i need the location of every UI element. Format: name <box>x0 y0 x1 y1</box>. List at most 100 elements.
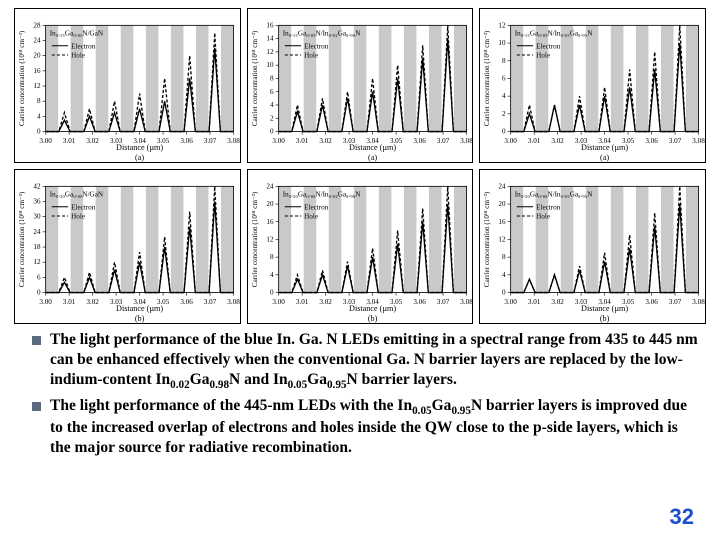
chart-grid: 3.003.013.023.033.043.053.063.073.080481… <box>0 0 720 320</box>
svg-text:0: 0 <box>37 289 41 297</box>
svg-text:3.07: 3.07 <box>204 298 217 306</box>
svg-text:3.00: 3.00 <box>505 298 518 306</box>
svg-text:30: 30 <box>33 213 41 221</box>
svg-text:3.07: 3.07 <box>204 137 217 145</box>
svg-text:3.07: 3.07 <box>436 137 449 145</box>
svg-text:3.08: 3.08 <box>227 137 239 145</box>
svg-text:36: 36 <box>33 198 41 206</box>
svg-text:8: 8 <box>502 253 506 261</box>
panel-title: In₀.₁₅Ga₀.₈₅N/In₀.₀₅Ga₀.₉₅N <box>515 30 593 38</box>
svg-text:3.07: 3.07 <box>436 298 449 306</box>
svg-text:3.02: 3.02 <box>552 137 565 145</box>
svg-text:3.06: 3.06 <box>180 298 193 306</box>
svg-text:3.06: 3.06 <box>180 137 193 145</box>
svg-text:(b): (b) <box>367 314 377 323</box>
svg-text:24: 24 <box>266 183 274 191</box>
svg-text:Electron: Electron <box>71 42 96 50</box>
svg-text:Electron: Electron <box>537 42 562 50</box>
svg-text:Carrier concentration (10¹⁸ cm: Carrier concentration (10¹⁸ cm⁻³) <box>18 30 26 126</box>
svg-text:3.02: 3.02 <box>86 137 99 145</box>
svg-text:Distance (µm): Distance (µm) <box>349 304 396 313</box>
svg-text:6: 6 <box>502 74 506 82</box>
svg-text:3.00: 3.00 <box>505 137 518 145</box>
svg-text:20: 20 <box>266 200 274 208</box>
svg-text:16: 16 <box>33 67 41 75</box>
svg-text:3.01: 3.01 <box>296 137 309 145</box>
svg-text:4: 4 <box>502 92 506 100</box>
svg-text:(b): (b) <box>600 314 610 323</box>
body-text: The light performance of the blue In. Ga… <box>0 320 720 458</box>
chart-panel: 3.003.013.023.033.043.053.063.073.080481… <box>479 169 706 324</box>
bullet-item: The light performance of the 445-nm LEDs… <box>32 396 698 458</box>
svg-text:Distance (µm): Distance (µm) <box>349 143 396 152</box>
svg-text:3.06: 3.06 <box>646 137 659 145</box>
svg-text:12: 12 <box>33 258 41 266</box>
svg-text:3.02: 3.02 <box>319 298 332 306</box>
svg-text:0: 0 <box>270 289 274 297</box>
svg-text:Electron: Electron <box>304 203 329 211</box>
svg-text:Distance (µm): Distance (µm) <box>581 304 628 313</box>
svg-text:12: 12 <box>266 236 274 244</box>
svg-text:4: 4 <box>502 271 506 279</box>
svg-text:42: 42 <box>33 183 41 191</box>
chart-panel: 3.003.013.023.033.043.053.063.073.080246… <box>247 8 474 163</box>
svg-text:3.01: 3.01 <box>528 298 541 306</box>
svg-text:Distance (µm): Distance (µm) <box>581 143 628 152</box>
svg-text:3.06: 3.06 <box>413 298 426 306</box>
svg-text:8: 8 <box>270 74 274 82</box>
svg-text:6: 6 <box>270 88 274 96</box>
svg-text:16: 16 <box>499 218 507 226</box>
svg-text:Hole: Hole <box>71 213 85 221</box>
svg-text:0: 0 <box>270 128 274 136</box>
svg-text:Carrier concentration (10¹⁸ cm: Carrier concentration (10¹⁸ cm⁻³) <box>484 191 492 287</box>
svg-text:24: 24 <box>33 37 41 45</box>
svg-text:3.08: 3.08 <box>693 137 705 145</box>
svg-text:Distance (µm): Distance (µm) <box>116 143 163 152</box>
svg-text:3.00: 3.00 <box>272 137 285 145</box>
chart-panel: 3.003.013.023.033.043.053.063.073.080246… <box>479 8 706 163</box>
svg-text:Hole: Hole <box>304 52 318 60</box>
svg-text:3.07: 3.07 <box>669 298 682 306</box>
svg-text:6: 6 <box>37 274 41 282</box>
svg-text:Electron: Electron <box>71 203 96 211</box>
svg-text:3.06: 3.06 <box>646 298 659 306</box>
svg-text:Carrier concentration (10¹⁸ cm: Carrier concentration (10¹⁸ cm⁻³) <box>484 30 492 126</box>
panel-title: In₀.₂₀Ga₀.₈₀N/In₀.₀₅Ga₀.₉₅N <box>515 191 593 199</box>
svg-text:Distance (µm): Distance (µm) <box>116 304 163 313</box>
svg-text:3.00: 3.00 <box>39 137 52 145</box>
svg-text:3.01: 3.01 <box>296 298 309 306</box>
svg-text:18: 18 <box>33 243 41 251</box>
svg-text:10: 10 <box>266 61 274 69</box>
panel-title: In₀.₁₅Ga₀.₈₅N/GaN <box>50 30 103 38</box>
panel-title: In₀.₂₀Ga₀.₈₀N/In₀.₀₂Ga₀.₉₈N <box>282 191 360 199</box>
svg-text:8: 8 <box>502 57 506 65</box>
svg-text:8: 8 <box>37 97 41 105</box>
svg-text:Electron: Electron <box>304 42 329 50</box>
svg-text:8: 8 <box>270 253 274 261</box>
svg-text:Electron: Electron <box>537 203 562 211</box>
svg-text:0: 0 <box>37 128 41 136</box>
svg-text:12: 12 <box>499 21 507 29</box>
svg-text:3.02: 3.02 <box>552 298 565 306</box>
svg-text:14: 14 <box>266 35 274 43</box>
chart-panel: 3.003.013.023.033.043.053.063.073.080481… <box>14 8 241 163</box>
panel-title: In₀.₂₀Ga₀.₈₀N/GaN <box>50 191 103 199</box>
svg-text:12: 12 <box>33 82 41 90</box>
svg-text:12: 12 <box>499 236 507 244</box>
svg-text:3.08: 3.08 <box>460 298 472 306</box>
svg-text:4: 4 <box>270 101 274 109</box>
svg-text:Carrier concentration (10¹⁸ cm: Carrier concentration (10¹⁸ cm⁻³) <box>251 30 259 126</box>
svg-text:Carrier concentration (10¹⁸ cm: Carrier concentration (10¹⁸ cm⁻³) <box>251 191 259 287</box>
svg-text:4: 4 <box>37 112 41 120</box>
svg-text:0: 0 <box>502 289 506 297</box>
svg-text:2: 2 <box>270 114 274 122</box>
svg-text:3.07: 3.07 <box>669 137 682 145</box>
svg-text:4: 4 <box>270 271 274 279</box>
page-number: 32 <box>670 504 694 530</box>
svg-text:(a): (a) <box>368 153 377 162</box>
svg-text:3.02: 3.02 <box>86 298 99 306</box>
panel-title: In₀.₁₅Ga₀.₈₅N/In₀.₀₂Ga₀.₉₈N <box>282 30 360 38</box>
svg-text:28: 28 <box>33 21 41 29</box>
svg-text:3.02: 3.02 <box>319 137 332 145</box>
chart-panel: 3.003.013.023.033.043.053.063.073.080481… <box>247 169 474 324</box>
